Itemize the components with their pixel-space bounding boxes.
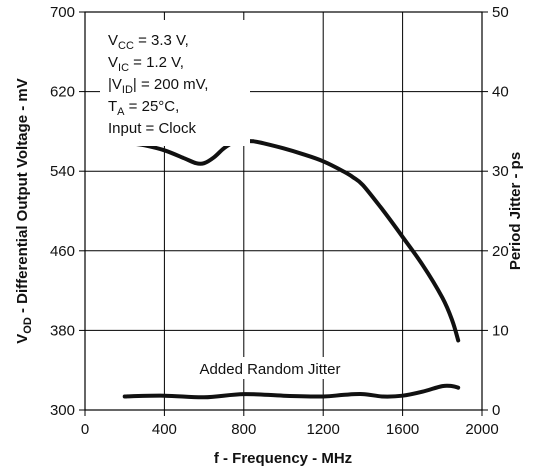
y-left-tick-label: 300 [50, 402, 75, 419]
condition-input: Input = Clock [108, 120, 196, 137]
data-lines [122, 139, 461, 400]
y-right-tick-label: 50 [492, 4, 509, 21]
y-right-tick-label: 10 [492, 322, 509, 339]
y-right-tick-label: 0 [492, 402, 500, 419]
condition-ta: TA = 25°C, [108, 98, 179, 118]
y-left-tick-label: 460 [50, 243, 75, 260]
x-tick-label: 800 [231, 421, 256, 438]
y-left-tick-label: 620 [50, 84, 75, 101]
y-axis-right-label: Period Jitter - ps [507, 152, 524, 270]
jitter-series-annotation: Added Random Jitter [200, 361, 341, 378]
x-tick-label: 1200 [307, 421, 340, 438]
condition-vid: |VID| = 200 mV, [108, 76, 208, 96]
y-left-tick-label: 700 [50, 4, 75, 21]
x-tick-label: 0 [81, 421, 89, 438]
plot-frame [84, 11, 483, 411]
jitter-annotation-bg [165, 357, 375, 379]
y-right-tick-label: 20 [492, 243, 509, 260]
x-tick-label: 2000 [465, 421, 498, 438]
tick-labels: 0 400 800 1200 1600 2000 300 380 460 540 620 700 0 10… [50, 4, 509, 438]
y-left-tick-label: 540 [50, 163, 75, 180]
vod-series-line [122, 139, 461, 343]
condition-vcc: VCC = 3.3 V, [108, 32, 189, 52]
x-axis-label: f - Frequency - MHz [214, 450, 352, 467]
conditions-box-bg [100, 20, 250, 146]
y-right-tick-label: 30 [492, 163, 509, 180]
x-tick-label: 1600 [386, 421, 419, 438]
y-left-tick-label: 380 [50, 322, 75, 339]
y-right-tick-label: 40 [492, 84, 509, 101]
x-tick-label: 400 [152, 421, 177, 438]
jitter-series-line [122, 383, 461, 400]
condition-vic: VIC = 1.2 V, [108, 54, 184, 74]
y-axis-left-label: VOD - Differential Output Voltage - mV [14, 78, 34, 343]
